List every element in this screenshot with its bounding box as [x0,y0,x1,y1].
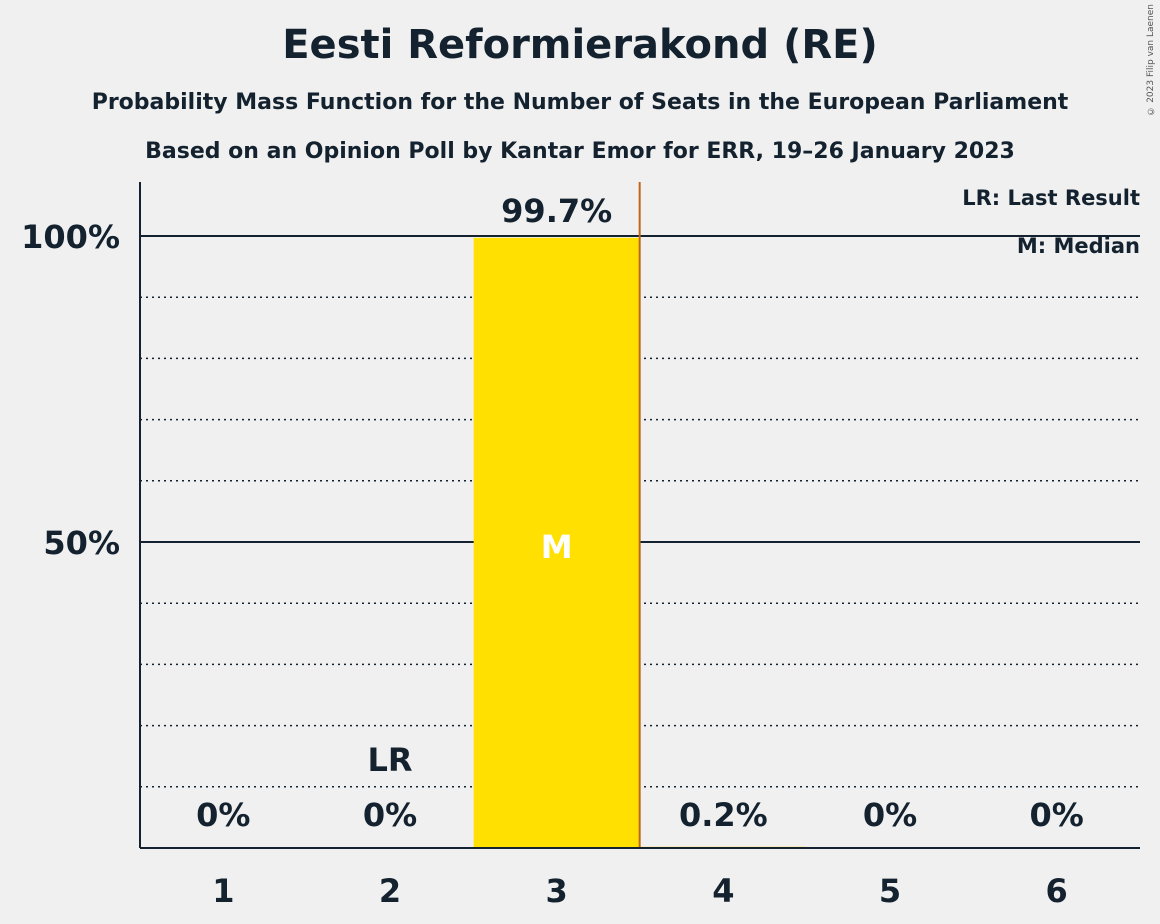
data-label: 0.2% [679,796,768,834]
data-label: 99.7% [501,192,612,230]
data-label: 0% [863,796,917,834]
x-tick-label: 1 [212,872,234,910]
median-marker: M [541,528,573,566]
data-label: 0% [1030,796,1084,834]
last-result-marker: LR [367,741,412,779]
x-tick-label: 5 [879,872,901,910]
chart-source-subtitle: Based on an Opinion Poll by Kantar Emor … [145,139,1015,164]
x-tick-label: 6 [1046,872,1068,910]
chart-subtitle: Probability Mass Function for the Number… [91,90,1069,115]
y-tick-label: 50% [43,524,120,562]
x-tick-label: 3 [546,872,568,910]
y-tick-label: 100% [21,218,120,256]
x-tick-label: 2 [379,872,401,910]
chart-title: Eesti Reformierakond (RE) [282,22,878,68]
bar [473,237,640,848]
legend-last-result: LR: Last Result [962,186,1140,210]
x-tick-label: 4 [712,872,734,910]
data-label: 0% [363,796,417,834]
legend-median: M: Median [1016,234,1140,258]
data-label: 0% [196,796,250,834]
